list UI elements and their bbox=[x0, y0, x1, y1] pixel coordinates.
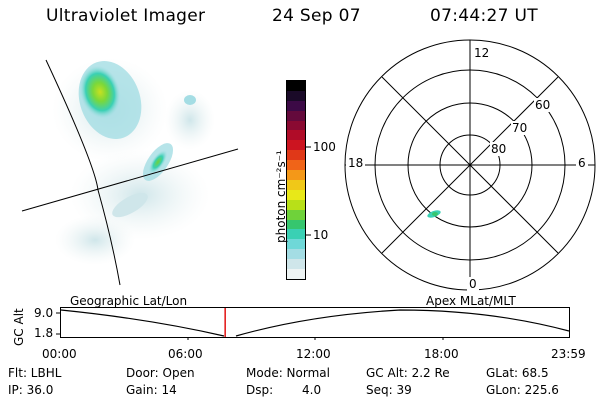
ip-readout: IP: 36.0 bbox=[8, 383, 54, 397]
seq-readout: Seq: 39 bbox=[366, 383, 412, 397]
mlat-label-70: 70 bbox=[511, 121, 529, 135]
mode-readout: Mode: Normal bbox=[246, 366, 330, 380]
colorbar-tick-100: 100 bbox=[313, 140, 336, 154]
colorbar-segment bbox=[287, 90, 305, 101]
glon-readout: GLon: 225.6 bbox=[486, 383, 559, 397]
aurora-emission bbox=[52, 58, 215, 265]
latitude-line bbox=[21, 148, 239, 212]
mlat-label-80: 80 bbox=[490, 142, 508, 156]
colorbar-segment bbox=[287, 120, 305, 131]
geo-panel-label: Geographic Lat/Lon bbox=[70, 294, 188, 308]
colorbar-segment bbox=[287, 209, 305, 220]
x-tick-1200: 12:00 bbox=[296, 347, 331, 361]
dsp-value: 4.0 bbox=[302, 383, 322, 397]
colorbar-segment bbox=[287, 179, 305, 190]
polar-diagonal-2 bbox=[381, 76, 559, 254]
colorbar-segment bbox=[287, 80, 305, 91]
door-readout: Door: Open bbox=[126, 366, 195, 380]
colorbar-segment bbox=[287, 140, 305, 151]
colorbar bbox=[286, 80, 306, 280]
time-label: 07:44:27 UT bbox=[430, 6, 538, 26]
colorbar-segment bbox=[287, 130, 305, 141]
colorbar-segment bbox=[287, 189, 305, 200]
altitude-curve bbox=[60, 309, 570, 337]
mlt-label-0: 0 bbox=[467, 277, 479, 291]
gc-alt-axis-title: GC Alt bbox=[12, 308, 26, 346]
x-tick-2359: 23:59 bbox=[551, 347, 586, 361]
x-tick-0000: 00:00 bbox=[42, 347, 77, 361]
altitude-strip-plot bbox=[56, 307, 570, 340]
colorbar-segment bbox=[287, 269, 305, 279]
colorbar-segment bbox=[287, 100, 305, 111]
apex-panel-label: Apex MLat/MLT bbox=[426, 294, 516, 308]
colorbar-unit-label: photon cm⁻²s⁻¹ bbox=[274, 150, 288, 243]
gc-alt-ymax: 9.0 bbox=[34, 306, 54, 320]
colorbar-tick-10: 10 bbox=[313, 228, 329, 242]
mlt-label-18: 18 bbox=[346, 156, 366, 170]
colorbar-segment bbox=[287, 229, 305, 240]
colorbar-segment bbox=[287, 160, 305, 171]
colorbar-segment bbox=[287, 110, 305, 121]
colorbar-segment bbox=[287, 219, 305, 230]
gc-alt-readout: GC Alt: 2.2 Re bbox=[366, 366, 450, 380]
glat-readout: GLat: 68.5 bbox=[486, 366, 549, 380]
mlt-label-6: 6 bbox=[576, 156, 588, 170]
colorbar-segment bbox=[287, 239, 305, 250]
x-tick-0600: 06:00 bbox=[168, 347, 203, 361]
colorbar-segment bbox=[287, 170, 305, 180]
polar-plot bbox=[344, 39, 596, 291]
gc-alt-ymin: 1.8 bbox=[34, 326, 54, 340]
longitude-line bbox=[45, 59, 121, 286]
mlt-label-12: 12 bbox=[472, 46, 492, 60]
colorbar-segment bbox=[287, 249, 305, 260]
instrument-title: Ultraviolet Imager bbox=[46, 6, 206, 26]
gain-readout: Gain: 14 bbox=[126, 383, 177, 397]
date-label: 24 Sep 07 bbox=[272, 6, 361, 26]
colorbar-segment bbox=[287, 259, 305, 270]
x-tick-1800: 18:00 bbox=[424, 347, 459, 361]
filter-readout: Flt: LBHL bbox=[8, 366, 62, 380]
colorbar-segment bbox=[287, 199, 305, 210]
colorbar-ticks bbox=[306, 146, 311, 236]
colorbar-segment bbox=[287, 150, 305, 161]
dsp-label: Dsp: bbox=[246, 383, 274, 397]
mlat-label-60: 60 bbox=[534, 98, 552, 112]
